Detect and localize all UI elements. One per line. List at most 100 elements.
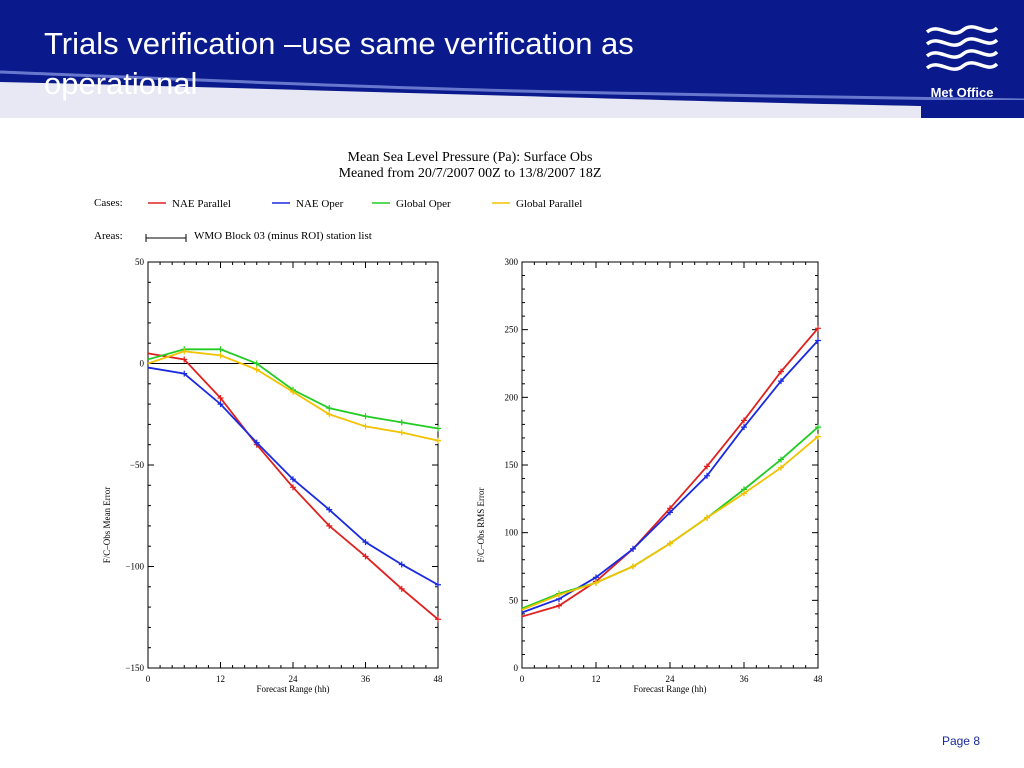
areas-marker [145,234,187,242]
y-tick-label: 0 [514,663,519,673]
x-tick-label: 48 [814,674,824,684]
data-point [253,366,260,373]
x-tick-label: 36 [361,674,371,684]
data-point [815,325,821,332]
legend: NAE Parallel NAE Oper Global Oper Global Pa… [145,198,582,242]
data-point [778,464,784,471]
data-point [556,602,562,609]
data-point [704,472,710,479]
series-line-global-parallel [147,350,439,442]
legend-label-3: Global Parallel [516,198,582,210]
data-point [741,490,747,497]
x-tick-label: 0 [146,674,151,684]
y-tick-label: −150 [125,663,144,673]
logo-waves-icon [921,18,1003,78]
mean-error-chart: 0 12 24 36 48 50 0 −50 −100 −150 Forecast Range (h… [102,257,443,694]
data-point [704,514,710,521]
logo-text: Met Office [930,85,994,100]
data-point [253,439,260,446]
data-point [217,352,224,359]
data-point [326,411,333,418]
y-tick-label: 100 [505,528,519,538]
data-point [815,433,821,440]
data-point [290,388,296,395]
y-tick-label: 0 [140,359,145,369]
header-wave-light [0,70,1024,102]
data-point [778,368,784,375]
y-tick-label: −50 [130,460,145,470]
series-line-nae-oper [147,366,439,586]
data-point [741,424,747,431]
plot-frame [147,261,439,669]
data-point [362,423,369,430]
y-tick-label: 300 [505,257,519,267]
slide-title: Trials verification –use same verificati… [44,24,844,104]
data-point [326,506,333,513]
data-point [398,585,405,592]
data-point [217,346,224,353]
data-point [326,405,333,412]
logo-wave-2 [925,37,999,47]
data-point [398,419,405,426]
legend-label-2: Global Oper [396,198,451,210]
data-point [741,417,747,424]
header-background [0,0,1024,118]
x-tick-label: 48 [434,674,444,684]
slide-title-line1: Trials verification –use same verificati… [44,26,634,61]
data-point [362,553,369,560]
y-tick-label: −100 [125,562,144,572]
data-point [815,337,821,344]
areas-label: Areas: [94,230,123,242]
logo-wave-4 [925,61,999,71]
data-point [630,545,636,552]
data-point [778,456,784,463]
y-tick-label: 50 [135,257,145,267]
data-point [181,370,188,377]
legend-label-0: NAE Parallel [172,198,231,210]
data-point [362,413,369,420]
data-point [435,437,441,444]
series-line-global-oper [521,426,819,610]
x-axis-label: Forecast Range (hh) [257,684,330,694]
data-point [435,581,441,588]
y-tick-label: 200 [505,392,519,402]
rms-error-chart: 0 12 24 36 48 300 250 200 150 100 50 0 Forecast Rang… [476,257,823,694]
legend-label-1: NAE Oper [296,198,344,210]
header-wave [0,82,1024,118]
x-tick-label: 12 [216,674,225,684]
x-tick-label: 0 [520,674,525,684]
page-number: Page 8 [941,734,980,748]
data-point [667,540,673,547]
chart-title-line2: Meaned from 20/7/2007 00Z to 13/8/2007 1… [338,166,602,181]
x-tick-label: 24 [289,674,299,684]
y-tick-label: 150 [505,460,519,470]
data-point [704,463,710,470]
data-point [217,401,224,408]
x-tick-label: 36 [740,674,750,684]
data-point [326,522,333,529]
slide-header: Trials verification –use same verificati… [0,0,1024,118]
cases-label: Cases: [94,197,123,209]
data-point [181,356,188,363]
data-point [630,563,636,570]
data-point [815,424,821,431]
series-line-global-parallel [521,435,819,611]
data-point [435,425,441,432]
data-point [556,591,562,598]
data-point [253,360,260,367]
data-point [593,579,599,586]
areas-text: WMO Block 03 (minus ROI) station list [194,230,372,242]
data-point [290,484,296,491]
data-point [181,348,188,355]
x-axis-label: Forecast Range (hh) [634,684,707,694]
met-office-logo: Met Office [921,18,1003,106]
x-tick-label: 12 [592,674,601,684]
y-axis-label: F/C–Obs RMS Error [476,487,486,562]
data-point [667,509,673,516]
y-axis-label: F/C–Obs Mean Error [102,487,112,564]
header-right-block [921,100,1024,118]
data-point [290,476,296,483]
y-tick-label: 250 [505,325,519,335]
chart-title-line1: Mean Sea Level Pressure (Pa): Surface Ob… [347,150,593,165]
